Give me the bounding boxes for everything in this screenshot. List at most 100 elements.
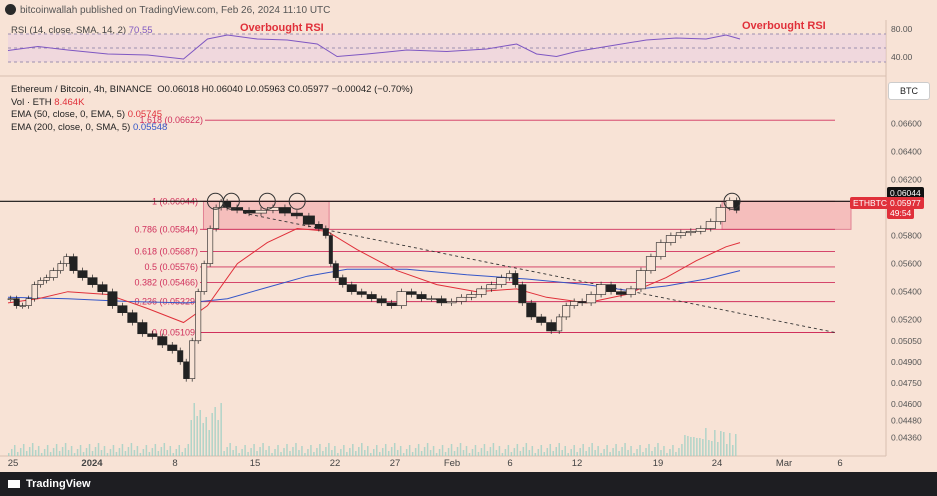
volume-bar [370,453,372,456]
time-tick: 19 [653,458,664,469]
volume-bar [387,451,390,456]
volume-bar [373,449,375,456]
price-tick: 0.04900 [891,357,922,367]
time-tick: 6 [837,458,842,469]
volume-bar [564,446,566,456]
volume-bar [534,453,537,456]
volume-bar [708,440,710,456]
volume-bar [43,449,46,456]
volume-bar [67,450,70,456]
volume-bar [217,420,219,456]
touch-circle [288,192,306,210]
volume-bar [681,444,683,456]
touch-circle [258,192,276,210]
volume-bar [316,448,318,456]
candle-body [19,305,26,307]
volume-bar [594,450,596,456]
candle-body [278,207,291,214]
volume-bar [352,444,354,456]
time-tick: 8 [172,458,177,469]
candle-body [43,277,50,281]
volume-bar [289,451,291,456]
candle-body [705,221,716,229]
volume-bar [690,437,692,456]
volume-bar [187,444,190,456]
volume-bar [22,444,25,456]
candle-body [466,294,477,298]
candle-body [127,312,138,323]
volume-bar [591,443,593,456]
fib-label: 0.618 (0.05687) [134,246,198,256]
volume-bar [516,444,519,456]
volume-bar [334,446,336,456]
volume-bar [381,448,384,456]
volume-bar [471,449,474,456]
volume-bar [253,444,255,456]
volume-bar [322,451,324,456]
volume-bar [337,453,339,456]
currency-button[interactable]: BTC [888,82,930,100]
volume-bar [615,444,617,456]
volume-bar [208,430,210,456]
volume-bar [52,448,55,456]
volume-bar [58,451,61,456]
volume-bar [549,444,552,456]
volume-bar [552,451,555,456]
time-tick: 24 [712,458,723,469]
volume-bar [477,452,480,456]
volume-bar [361,443,363,456]
volume-bar [528,450,531,456]
volume-bar [546,448,549,456]
volume-bar [624,443,626,456]
volume-bar [576,452,578,456]
volume-bar [190,420,193,456]
candle-body [177,350,184,363]
candle-body [57,263,64,271]
volume-bar [675,452,677,456]
volume-bar [645,448,647,456]
time-tick: 2024 [81,458,103,469]
volume-bar [420,451,423,456]
volume-bar [729,433,731,456]
volume-bar [717,442,719,456]
volume-bar [606,445,608,456]
volume-bar [70,446,73,456]
published-text: bitcoinwallah published on TradingView.c… [20,5,331,16]
candle-body [562,305,571,318]
volume-bar [432,446,435,456]
volume-bar [286,444,288,456]
candle-body [346,284,357,292]
volume-bar [498,446,501,456]
price-tag-countdown: 49:54 [887,207,915,219]
volume-bar [169,446,172,456]
volume-bar [402,453,405,456]
rsi-value: 70.55 [128,25,153,36]
volume-bar [723,432,725,456]
fib-label: 0.382 (0.05466) [134,277,198,287]
volume-bar [642,452,644,456]
volume-bar [211,413,213,456]
candle-body [476,288,487,295]
volume-bar [157,451,160,456]
volume-bar [274,449,276,456]
volume-bar [97,443,100,456]
volume-bar [585,451,587,456]
volume-bar [597,446,599,456]
volume-bar [393,443,396,456]
volume-bar [540,445,543,456]
fib-label: 0.786 (0.05844) [134,224,198,234]
volume-bar [603,449,605,456]
candle-body [496,277,507,285]
volume-bar [46,445,49,456]
volume-bar [205,417,207,456]
candle-body [77,270,88,278]
chart-canvas[interactable]: 1 (0.06044)0.786 (0.05844)0.618 (0.05687… [0,0,937,472]
footer-brand: TradingView [26,478,91,490]
volume-bar [513,448,516,456]
candle-body [570,301,579,306]
volume-bar [702,439,704,456]
time-axis-ticks: 25 2024 8 15 22 27 Feb 6 12 19 24 Mar 6 [8,458,843,469]
volume-bar [214,407,216,456]
volume-bar [220,403,222,456]
volume-bar [250,448,252,456]
